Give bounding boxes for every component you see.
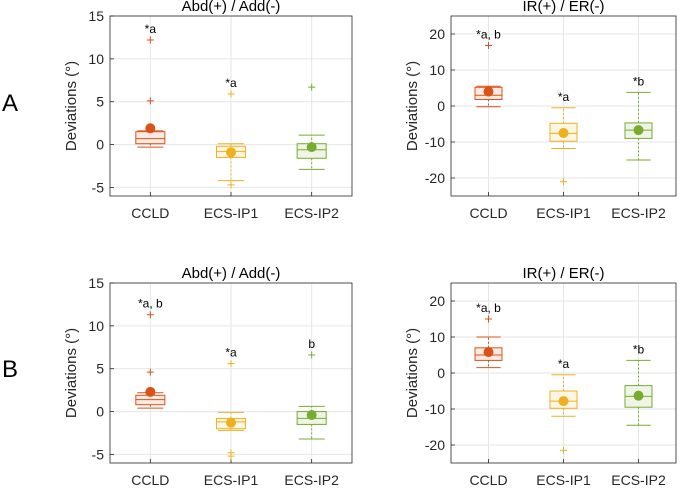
panel-label-a: A <box>2 90 19 117</box>
mean-marker <box>226 147 236 158</box>
y-tick-label: 10 <box>88 318 104 334</box>
mean-marker <box>145 123 156 134</box>
outlier-marker <box>227 90 235 98</box>
box-ECS-IP1: *a <box>549 90 578 186</box>
mean-marker <box>145 386 156 397</box>
outlier-marker <box>560 446 567 454</box>
significance-annotation: *a <box>225 76 237 90</box>
mean-marker <box>633 125 644 136</box>
outlier-marker <box>146 97 154 105</box>
outlier-marker <box>560 178 567 186</box>
outlier-marker <box>308 83 316 91</box>
mean-marker <box>306 142 317 153</box>
y-tick-label: 20 <box>429 293 445 309</box>
x-tick-label: ECS-IP1 <box>536 472 591 488</box>
y-tick-label: 5 <box>96 361 104 377</box>
significance-annotation: b <box>308 337 315 351</box>
significance-annotation: *a, b <box>138 297 163 311</box>
outlier-marker <box>227 181 235 189</box>
x-tick-label: ECS-IP2 <box>611 205 666 221</box>
outlier-marker <box>146 311 154 319</box>
chart-title: Abd(+) / Add(-) <box>182 265 281 282</box>
outlier-marker <box>146 36 154 44</box>
chart-0: -5 0 5 10 15 CCLD ECS-IP1 ECS-IP2 Abd(+) / Add(-… <box>63 0 353 221</box>
x-tick-label: CCLD <box>469 205 507 221</box>
mean-marker <box>226 417 236 428</box>
significance-annotation: *a <box>225 346 237 360</box>
box-CCLD: *a, b <box>474 28 503 108</box>
box-ECS-IP2: *b <box>624 342 653 426</box>
mean-marker <box>306 410 317 420</box>
x-tick-label: ECS-IP2 <box>284 205 339 221</box>
x-tick-label: CCLD <box>131 472 169 488</box>
significance-annotation: *b <box>633 74 645 88</box>
y-tick-label: -20 <box>425 437 445 453</box>
x-tick-label: ECS-IP1 <box>204 472 259 488</box>
y-tick-label: 0 <box>437 98 445 114</box>
chart-title: IR(+) / ER(-) <box>522 265 604 282</box>
box-ECS-IP1: *a <box>215 76 247 189</box>
y-tick-label: 20 <box>429 26 445 42</box>
y-tick-label: 10 <box>429 62 445 78</box>
y-tick-label: 10 <box>429 329 445 345</box>
mean-marker <box>483 347 494 358</box>
box-ECS-IP2 <box>296 83 327 170</box>
box-CCLD: *a, b <box>135 297 166 409</box>
y-tick-label: 15 <box>88 275 104 291</box>
box-ECS-IP1: *a <box>549 357 578 454</box>
y-tick-label: 10 <box>88 51 104 67</box>
chart-title: IR(+) / ER(-) <box>522 0 604 15</box>
y-tick-label: 5 <box>96 94 104 110</box>
mean-marker <box>558 128 569 138</box>
box-CCLD: *a, b <box>474 301 503 369</box>
y-axis-label: Deviations (°) <box>404 61 421 151</box>
significance-annotation: *a <box>558 357 570 371</box>
x-tick-label: CCLD <box>131 205 169 221</box>
outlier-marker <box>485 315 492 323</box>
mean-marker <box>558 396 569 407</box>
outlier-marker <box>308 351 316 359</box>
outlier-marker <box>227 360 235 368</box>
outlier-marker <box>227 452 235 460</box>
y-axis-label: Deviations (°) <box>63 328 80 418</box>
outlier-marker <box>146 368 154 376</box>
box-ECS-IP1: *a <box>215 346 247 460</box>
significance-annotation: *a, b <box>476 301 501 315</box>
x-tick-label: ECS-IP1 <box>204 205 259 221</box>
mean-marker <box>483 86 494 97</box>
significance-annotation: *a, b <box>476 28 501 42</box>
box-CCLD: *a <box>135 22 166 148</box>
y-tick-label: -5 <box>92 446 105 462</box>
significance-annotation: *a <box>558 90 570 104</box>
y-tick-label: -10 <box>425 134 445 150</box>
y-tick-label: -10 <box>425 401 445 417</box>
panel-label-b: B <box>2 356 19 383</box>
chart-1: -20 -10 0 10 20 CCLD ECS-IP1 ECS-IP2 IR(+) / ER(… <box>404 0 677 221</box>
x-tick-label: ECS-IP2 <box>611 472 666 488</box>
chart-3: -20 -10 0 10 20 CCLD ECS-IP1 ECS-IP2 IR(+) / ER(… <box>404 265 677 488</box>
outlier-marker <box>485 42 492 50</box>
y-tick-label: 15 <box>88 8 104 24</box>
x-tick-label: ECS-IP2 <box>284 472 339 488</box>
y-axis-label: Deviations (°) <box>63 61 80 151</box>
y-tick-label: 0 <box>96 137 104 153</box>
x-tick-label: CCLD <box>469 472 507 488</box>
mean-marker <box>633 390 644 401</box>
significance-annotation: *b <box>633 342 645 356</box>
box-iqr <box>135 131 166 145</box>
chart-2: -5 0 5 10 15 CCLD ECS-IP1 ECS-IP2 Abd(+) / Add(-… <box>63 265 353 488</box>
y-tick-label: 0 <box>96 404 104 420</box>
box-ECS-IP2: b <box>296 337 327 440</box>
y-axis-label: Deviations (°) <box>404 328 421 418</box>
x-tick-label: ECS-IP1 <box>536 205 591 221</box>
box-ECS-IP2: *b <box>624 74 653 161</box>
y-tick-label: -5 <box>92 179 105 195</box>
significance-annotation: *a <box>145 22 157 36</box>
y-tick-label: 0 <box>437 365 445 381</box>
y-tick-label: -20 <box>425 170 445 186</box>
chart-title: Abd(+) / Add(-) <box>182 0 281 15</box>
